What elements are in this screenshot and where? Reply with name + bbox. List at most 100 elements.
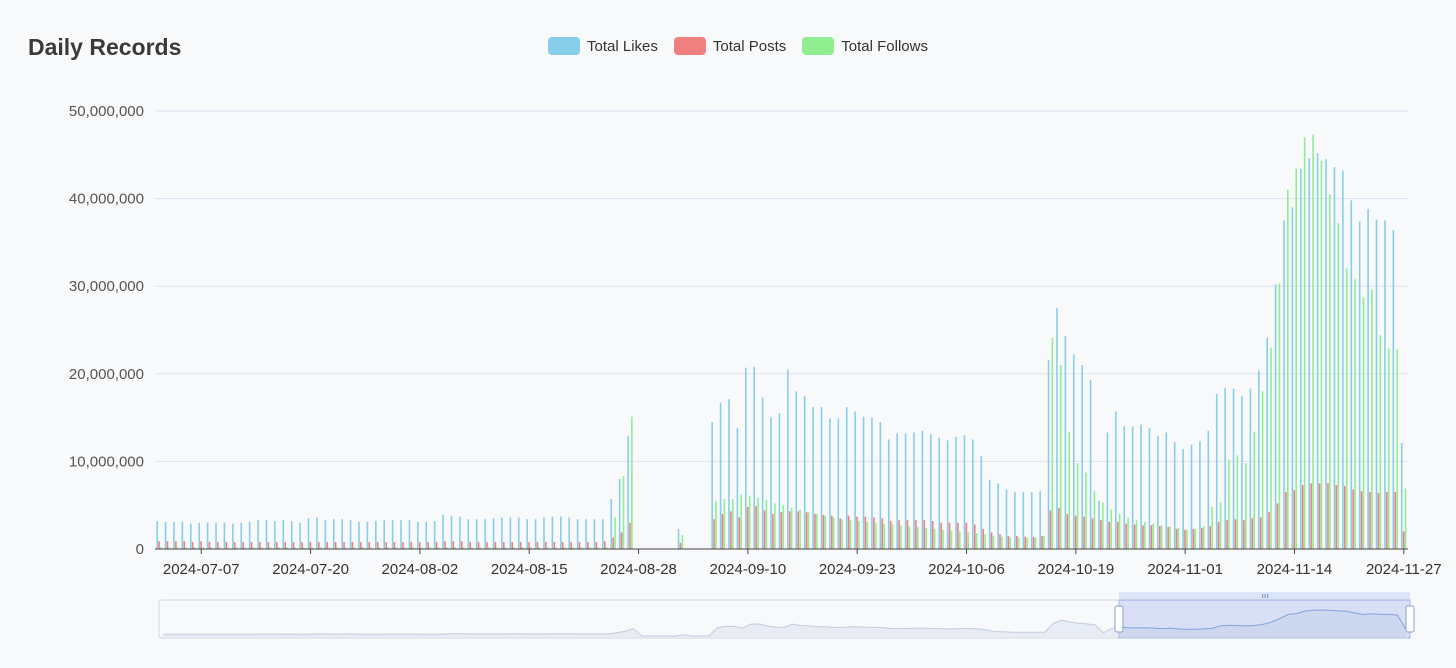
bar[interactable] <box>462 547 465 549</box>
bar[interactable] <box>1041 535 1043 549</box>
bar[interactable] <box>210 547 213 549</box>
bar[interactable] <box>1386 492 1388 549</box>
bar[interactable] <box>1118 513 1121 549</box>
bar[interactable] <box>1243 520 1245 549</box>
bar[interactable] <box>816 513 818 549</box>
bar[interactable] <box>814 513 816 549</box>
bar[interactable] <box>585 519 587 549</box>
bar[interactable] <box>366 521 369 549</box>
bar[interactable] <box>217 541 219 549</box>
bar[interactable] <box>1081 365 1083 549</box>
bar[interactable] <box>1108 521 1111 549</box>
bar[interactable] <box>267 541 270 549</box>
bar[interactable] <box>1085 472 1087 549</box>
bar[interactable] <box>873 517 875 549</box>
legend-item-posts[interactable]: Total Posts <box>673 37 786 55</box>
bar[interactable] <box>492 518 495 549</box>
bar[interactable] <box>427 541 429 549</box>
bar[interactable] <box>1404 488 1407 549</box>
bar[interactable] <box>442 514 444 549</box>
bar[interactable] <box>1116 521 1119 549</box>
bar[interactable] <box>400 520 402 549</box>
bar[interactable] <box>563 547 566 549</box>
bar[interactable] <box>1335 485 1338 549</box>
bar[interactable] <box>517 517 520 549</box>
bar[interactable] <box>881 518 884 549</box>
bar[interactable] <box>787 369 789 549</box>
bar[interactable] <box>526 519 528 549</box>
bar[interactable] <box>999 534 1001 549</box>
bar[interactable] <box>1320 160 1323 549</box>
bar[interactable] <box>765 499 768 549</box>
bar[interactable] <box>745 367 747 549</box>
bar[interactable] <box>589 547 591 549</box>
bar[interactable] <box>992 535 995 549</box>
bar[interactable] <box>252 547 255 549</box>
bar[interactable] <box>1100 520 1102 549</box>
bar[interactable] <box>160 547 162 549</box>
bar[interactable] <box>1276 503 1279 549</box>
bar[interactable] <box>1032 536 1035 549</box>
bar[interactable] <box>536 541 539 549</box>
zoom-handle[interactable] <box>1114 605 1124 633</box>
bar[interactable] <box>353 547 356 549</box>
bar[interactable] <box>1226 520 1228 549</box>
bar[interactable] <box>1157 436 1159 549</box>
bar[interactable] <box>269 547 272 549</box>
bar[interactable] <box>627 436 629 549</box>
bar[interactable] <box>318 541 320 549</box>
bar[interactable] <box>391 520 394 549</box>
bar[interactable] <box>788 511 791 549</box>
bar[interactable] <box>1285 492 1287 549</box>
bar[interactable] <box>799 509 801 549</box>
bar[interactable] <box>1074 515 1077 549</box>
bar[interactable] <box>376 541 379 549</box>
bar[interactable] <box>1148 428 1151 549</box>
bar[interactable] <box>753 366 756 549</box>
bar[interactable] <box>1125 523 1127 549</box>
bar[interactable] <box>240 522 243 549</box>
bar[interactable] <box>1131 426 1134 549</box>
bar[interactable] <box>383 520 386 549</box>
bar[interactable] <box>1175 528 1178 549</box>
bar[interactable] <box>173 521 175 549</box>
bar[interactable] <box>191 541 194 549</box>
bar[interactable] <box>250 541 253 549</box>
bar[interactable] <box>959 531 961 549</box>
bar[interactable] <box>595 541 598 549</box>
bar[interactable] <box>1017 537 1020 549</box>
bar[interactable] <box>719 402 722 549</box>
bar[interactable] <box>420 547 423 549</box>
bar[interactable] <box>874 522 877 549</box>
bar[interactable] <box>1022 492 1025 549</box>
bar[interactable] <box>450 515 453 549</box>
bar[interactable] <box>1241 395 1243 549</box>
bar[interactable] <box>1039 491 1041 549</box>
bar[interactable] <box>1283 220 1285 550</box>
bar[interactable] <box>444 541 446 549</box>
bar[interactable] <box>841 519 843 549</box>
bar[interactable] <box>176 547 179 549</box>
bar[interactable] <box>433 520 436 549</box>
bar[interactable] <box>1219 502 1222 549</box>
bar[interactable] <box>345 547 347 549</box>
bar[interactable] <box>1140 424 1142 549</box>
bar[interactable] <box>404 547 406 549</box>
bar[interactable] <box>715 500 717 549</box>
bar[interactable] <box>578 541 581 549</box>
bar[interactable] <box>831 515 833 549</box>
bar[interactable] <box>446 547 448 549</box>
bar[interactable] <box>1165 432 1168 549</box>
bar[interactable] <box>906 520 909 549</box>
bar[interactable] <box>580 547 583 549</box>
bar[interactable] <box>1329 194 1331 549</box>
bar[interactable] <box>417 521 419 549</box>
bar[interactable] <box>475 519 478 549</box>
bar[interactable] <box>1209 526 1212 549</box>
bar[interactable] <box>551 516 554 549</box>
bar[interactable] <box>822 514 825 549</box>
bar[interactable] <box>1300 168 1302 549</box>
bar[interactable] <box>1318 483 1321 549</box>
bar[interactable] <box>233 541 236 549</box>
bar[interactable] <box>898 520 900 549</box>
